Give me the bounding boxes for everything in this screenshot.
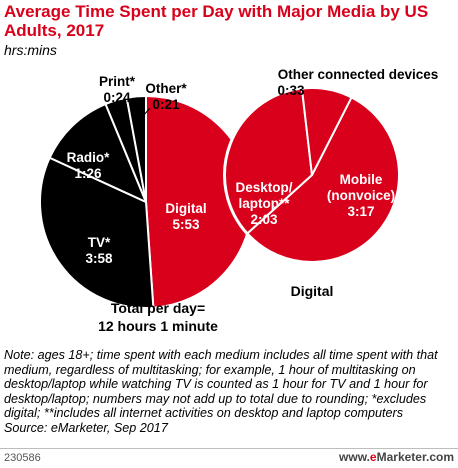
slice-label-mobile: Mobile (nonvoice) 3:17 (327, 172, 395, 219)
note-text: Note: ages 18+; time spent with each med… (4, 348, 438, 421)
source-text: Source: eMarketer, Sep 2017 (4, 420, 168, 435)
digital-pie-labels: Mobile (nonvoice) 3:17 Desktop/laptop** 2:03… (235, 67, 438, 227)
chart-subtitle: hrs:mins (4, 42, 57, 58)
footer-divider (0, 448, 458, 449)
slice-desktop-laptop (224, 87, 313, 235)
chart-title: Average Time Spent per Day with Major Me… (4, 2, 429, 40)
leader-line-print (117, 107, 125, 127)
brand-name: Marketer (376, 450, 426, 464)
slice-mobile-nonvoice (246, 96, 400, 263)
slice-label-tv: TV* 3:58 (85, 235, 113, 266)
slice-label-0-33: 0:33 (277, 83, 305, 98)
chart-id: 230586 (4, 452, 41, 464)
media-pie (39, 95, 253, 309)
slice-other-connected-devices (300, 87, 353, 176)
slice-radio (48, 103, 147, 203)
leader-line-other (135, 107, 151, 125)
brand-suffix: .com (425, 450, 454, 464)
digital-breakdown-pie (223, 86, 401, 264)
total-label-line2: 12 hours 1 minute (98, 318, 218, 334)
slice-label-desktop: Desktop/laptop** 2:03 (235, 180, 292, 227)
slice-tv (39, 156, 155, 309)
slice-label-digital: Digital 5:53 (165, 201, 206, 232)
total-label-line1: Total per day= (111, 300, 205, 316)
brand-url: www.eMarketer.com (339, 450, 454, 464)
slice-label-print: Print* 0:24 (99, 74, 136, 105)
slice-label-other-connected-devices: Other connected devices (278, 67, 439, 82)
footnote: Note: ages 18+; time spent with each med… (4, 348, 456, 436)
digital-pie-outline (223, 86, 401, 264)
slice-label-radio: Radio* 1:26 (67, 150, 111, 181)
slice-label-other: Other* 0:21 (145, 81, 187, 112)
pie-charts: Digital 5:53 TV* 3:58 Radio* 1:26 Print* 0:24 Ot… (39, 67, 438, 334)
digital-breakdown-label: Digital (291, 283, 334, 299)
media-pie-labels: Digital 5:53 TV* 3:58 Radio* 1:26 Print* 0:24 Ot… (67, 74, 207, 266)
slice-other (125, 95, 147, 203)
brand-prefix: www. (339, 450, 370, 464)
brand-accent: e (369, 450, 377, 464)
